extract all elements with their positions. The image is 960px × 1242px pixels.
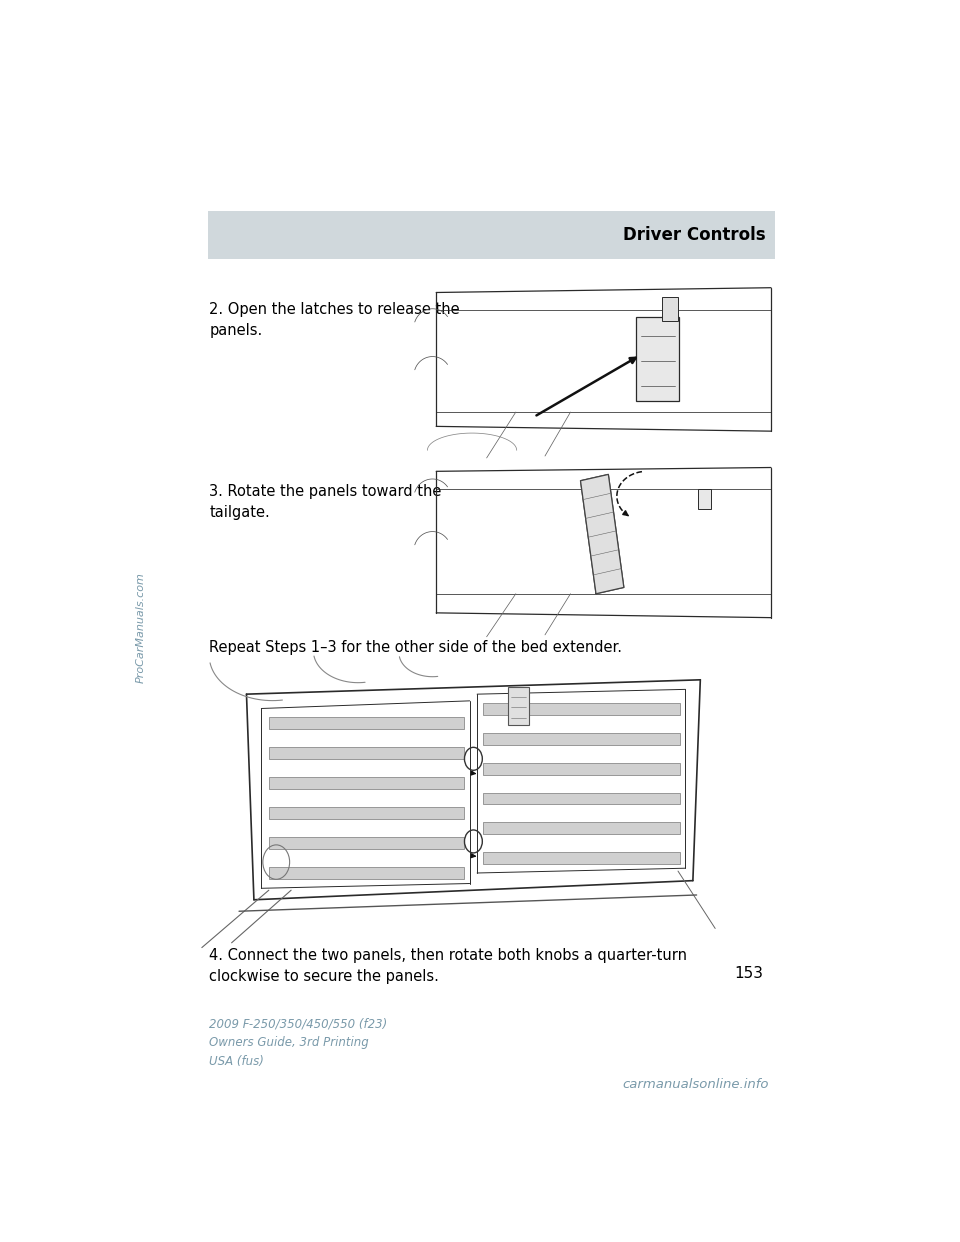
Text: 2009 F-250/350/450/550 (f23)
Owners Guide, 3rd Printing
USA (fus): 2009 F-250/350/450/550 (f23) Owners Guid… — [209, 1017, 388, 1068]
Bar — [269, 807, 464, 820]
Bar — [269, 837, 464, 850]
Bar — [483, 792, 681, 805]
Bar — [483, 822, 681, 835]
Bar — [483, 852, 681, 864]
Bar — [207, 211, 775, 260]
Bar — [483, 733, 681, 745]
Text: 2. Open the latches to release the
panels.: 2. Open the latches to release the panel… — [209, 302, 460, 338]
Bar — [698, 489, 711, 509]
Text: ProCarManuals.com: ProCarManuals.com — [135, 571, 146, 683]
Text: Repeat Steps 1–3 for the other side of the bed extender.: Repeat Steps 1–3 for the other side of t… — [209, 640, 622, 655]
Bar — [662, 297, 679, 322]
Text: 4. Connect the two panels, then rotate both knobs a quarter-turn
clockwise to se: 4. Connect the two panels, then rotate b… — [209, 948, 687, 984]
Bar — [269, 748, 464, 759]
Text: 3. Rotate the panels toward the
tailgate.: 3. Rotate the panels toward the tailgate… — [209, 483, 442, 519]
Bar — [269, 777, 464, 790]
Polygon shape — [581, 474, 624, 594]
Bar — [483, 763, 681, 775]
Bar — [509, 687, 529, 725]
Bar — [269, 718, 464, 729]
Bar — [483, 703, 681, 715]
Text: Driver Controls: Driver Controls — [623, 226, 766, 245]
Bar — [636, 317, 680, 401]
Bar — [269, 867, 464, 879]
Text: 153: 153 — [734, 966, 763, 981]
Text: carmanualsonline.info: carmanualsonline.info — [622, 1078, 769, 1090]
